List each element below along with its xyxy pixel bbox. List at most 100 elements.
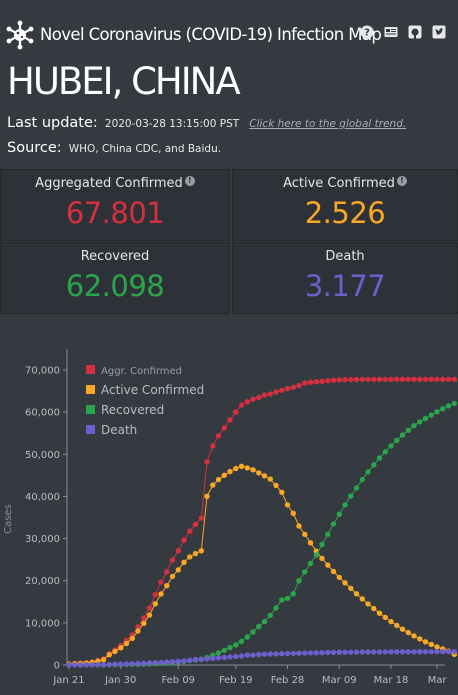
info-icon[interactable]: !: [184, 176, 195, 186]
aggregated-confirmed-label-row: Aggregated Confirmed!: [1, 176, 229, 191]
data-point: [290, 591, 296, 597]
news-icon[interactable]: [384, 25, 398, 39]
data-point: [221, 654, 227, 661]
aggregated-confirmed-label: Aggregated Confirmed: [35, 176, 183, 191]
data-point: [330, 649, 337, 656]
aggregated-confirmed-card: Aggregated Confirmed! 67.801: [0, 169, 230, 241]
data-point: [129, 661, 135, 667]
data-point: [267, 651, 273, 657]
data-point: [187, 657, 193, 664]
data-point: [135, 628, 141, 634]
data-point: [256, 623, 262, 630]
data-point: [106, 652, 113, 658]
data-point: [428, 376, 434, 382]
data-point: [428, 412, 434, 418]
app-title: Novel Coronavirus (COVID-19) Infection M…: [40, 25, 382, 44]
y-tick-label: 0: [54, 661, 60, 672]
twitter-icon[interactable]: [432, 25, 446, 39]
data-point: [394, 649, 400, 655]
data-point: [141, 660, 147, 666]
header: Novel Coronavirus (COVID-19) Infection M…: [0, 0, 458, 72]
y-tick-label: 50,000: [25, 450, 60, 461]
virus-logo-icon: [6, 20, 34, 50]
data-point: [221, 647, 227, 654]
data-point: [158, 579, 164, 585]
data-point: [376, 376, 383, 383]
data-point: [244, 399, 250, 405]
data-point: [302, 380, 308, 386]
data-point: [348, 585, 354, 591]
info-icon[interactable]: !: [396, 176, 407, 186]
recovered-value: 62.098: [65, 269, 165, 303]
data-point: [267, 391, 273, 397]
data-point: [238, 402, 245, 408]
data-point: [233, 653, 239, 660]
data-point: [376, 649, 383, 655]
data-point: [175, 658, 181, 664]
data-point: [100, 657, 107, 663]
data-point: [405, 376, 411, 382]
death-value: 3.177: [304, 269, 386, 303]
data-point: [146, 605, 153, 611]
data-point: [118, 645, 124, 651]
data-point: [371, 649, 377, 655]
data-point: [325, 562, 331, 568]
y-tick-label: 40,000: [25, 492, 60, 503]
legend-swatch: [86, 385, 95, 394]
data-point: [330, 377, 337, 383]
data-point: [221, 472, 227, 478]
data-point: [164, 583, 170, 589]
data-point: [250, 652, 256, 658]
active-confirmed-value: 2.526: [304, 196, 386, 230]
data-point: [376, 455, 383, 461]
y-tick-label: 60,000: [25, 408, 60, 419]
data-point: [250, 467, 256, 473]
data-point: [296, 523, 302, 529]
active-confirmed-label: Active Confirmed: [283, 176, 395, 191]
data-point: [417, 636, 423, 642]
active-confirmed-label-row: Active Confirmed!: [233, 176, 457, 191]
data-point: [417, 376, 423, 382]
data-point: [273, 651, 279, 657]
data-point: [273, 389, 279, 395]
data-point: [123, 640, 130, 647]
data-point: [348, 493, 354, 499]
data-point: [244, 634, 250, 640]
data-point: [83, 662, 90, 668]
last-update-label: Last update:: [7, 115, 98, 131]
data-point: [164, 659, 170, 665]
data-point: [394, 622, 400, 629]
data-point: [388, 618, 394, 625]
x-tick-label: Mar: [428, 675, 448, 686]
x-tick-label: Feb 09: [161, 675, 195, 686]
x-tick-label: Mar 18: [374, 675, 409, 686]
data-point: [411, 423, 417, 429]
data-point: [227, 644, 233, 651]
trend-chart: 0 10,000 20,000 30,000 40,000 50,000 60,000 70,…: [0, 318, 458, 695]
data-point: [342, 502, 348, 508]
data-point: [365, 601, 371, 607]
data-point: [141, 620, 147, 626]
data-point: [451, 648, 457, 655]
data-point: [440, 376, 446, 382]
data-point: [181, 658, 187, 664]
data-point: [181, 537, 187, 543]
data-point: [227, 417, 233, 423]
data-point: [250, 396, 256, 402]
help-icon[interactable]: ?: [360, 25, 374, 39]
data-point: [422, 649, 429, 655]
data-point: [359, 649, 365, 655]
data-point: [158, 591, 164, 597]
data-point: [279, 651, 285, 657]
y-tick-label: 30,000: [25, 534, 60, 545]
data-point: [342, 649, 348, 655]
data-point: [135, 624, 141, 630]
data-point: [342, 377, 348, 383]
global-trend-link[interactable]: Click here to the global trend.: [249, 118, 407, 130]
data-point: [313, 650, 319, 656]
github-icon[interactable]: [408, 25, 422, 39]
y-tick-label: 10,000: [25, 618, 60, 629]
data-point: [256, 651, 262, 658]
data-point: [353, 485, 360, 491]
data-point: [273, 482, 279, 489]
